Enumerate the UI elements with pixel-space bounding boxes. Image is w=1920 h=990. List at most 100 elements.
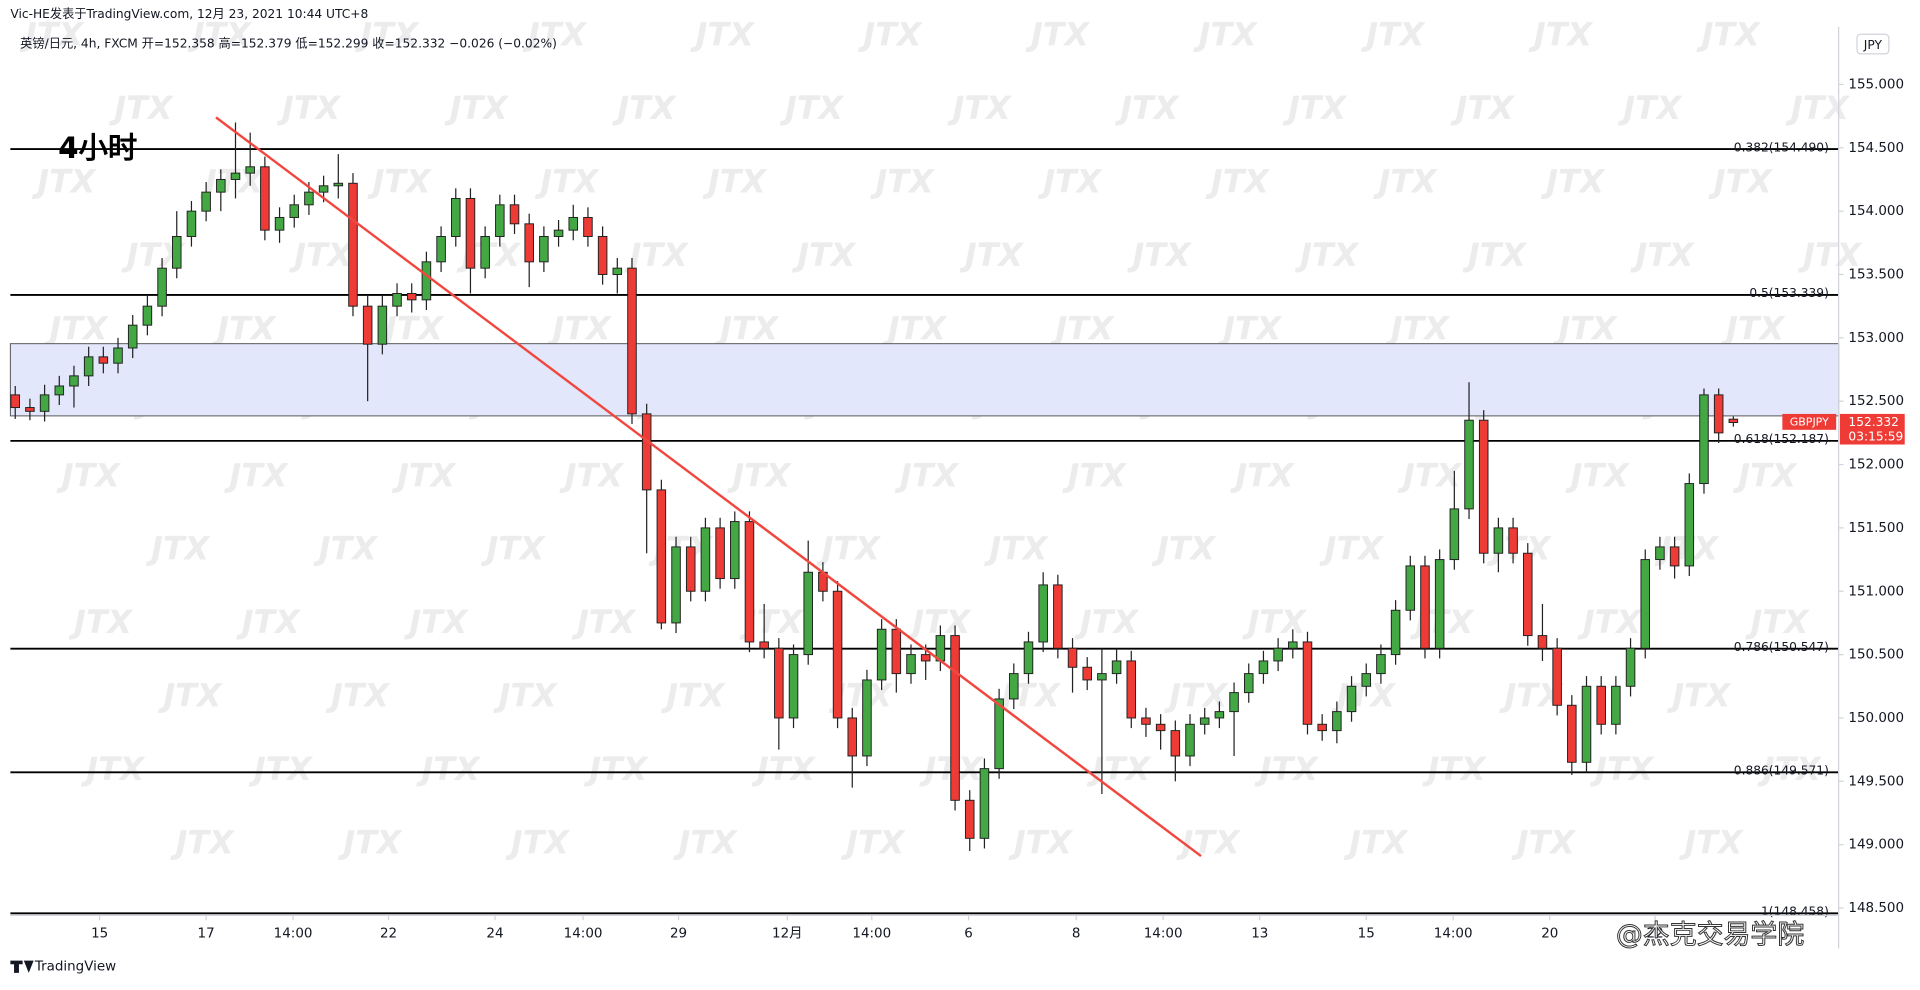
candle-body [759, 641, 769, 649]
candle-body [1317, 723, 1327, 732]
watermark: JTX [947, 89, 1013, 127]
watermark: JTX [223, 456, 289, 494]
candle-body [362, 305, 373, 345]
x-tick-label: 14:00 [1434, 927, 1473, 942]
candle-body [656, 489, 667, 624]
watermark: JTX [1589, 750, 1655, 788]
watermark: JTX [534, 163, 600, 201]
watermark: JTX [882, 309, 948, 347]
watermark: JTX [1025, 16, 1091, 54]
x-tick-label: 14:00 [564, 927, 603, 942]
watermark: JTX [1049, 309, 1115, 347]
y-tick-label: 148.500 [1848, 901, 1904, 916]
candle-body [392, 293, 402, 307]
watermark: JTX [840, 823, 906, 861]
candle-body [1111, 660, 1122, 675]
watermark: JTX [1450, 89, 1516, 127]
candle-body [1684, 483, 1695, 567]
candle-body [260, 166, 270, 231]
candle-body [216, 178, 226, 193]
x-tick-label: 20 [1541, 927, 1558, 942]
candle-body [39, 394, 50, 412]
watermark: JTX [894, 456, 960, 494]
candle-body [230, 172, 241, 180]
watermark: JTX [1086, 750, 1152, 788]
candle-body [54, 385, 65, 396]
currency[interactable]: JPY [1863, 38, 1883, 52]
watermark: JTX [1360, 16, 1426, 54]
watermark: JTX [157, 677, 223, 715]
candle-body [1126, 660, 1137, 719]
candle-body [1376, 654, 1386, 675]
candle-body [524, 223, 534, 263]
watermark: JTX [1229, 456, 1295, 494]
y-tick-label: 149.500 [1848, 774, 1904, 789]
watermark: JTX [714, 309, 780, 347]
x-tick-label: 12月 [772, 927, 803, 942]
candle-body [744, 521, 755, 643]
candle-body [201, 191, 211, 212]
watermark: JTX [1037, 163, 1103, 201]
candle-body [113, 347, 123, 364]
watermark: JTX [690, 16, 756, 54]
candle-body [1155, 723, 1166, 732]
watermark: JTX [1708, 163, 1774, 201]
candle-body [1699, 394, 1709, 485]
candle-body [83, 356, 94, 377]
watermark: JTX [68, 603, 134, 641]
fib-label: 1(148.458) [1761, 905, 1829, 919]
candle-body [1199, 717, 1210, 725]
watermark: JTX [1565, 456, 1631, 494]
watermark: JTX [444, 89, 510, 127]
candle-body [1243, 673, 1254, 694]
candle-body [1097, 673, 1107, 681]
candle-body [1420, 565, 1430, 649]
x-tick-label: 29 [670, 927, 687, 942]
y-tick-label: 152.000 [1848, 458, 1904, 473]
candle-body [1522, 552, 1533, 637]
candle-body [568, 216, 579, 231]
candle-body [964, 799, 975, 839]
candle-body [1390, 609, 1401, 656]
watermark: JTX [1385, 309, 1451, 347]
candle-body [1611, 685, 1621, 725]
candle-body [1258, 660, 1269, 675]
candle-body [1185, 723, 1195, 757]
candle-body [832, 590, 843, 719]
candle-body [318, 185, 329, 193]
candle-body [1493, 527, 1504, 554]
y-tick-label: 155.000 [1848, 77, 1904, 92]
candle-body [1655, 546, 1665, 561]
candle-body [25, 407, 35, 412]
watermark: JTX [1630, 236, 1696, 274]
watermark: JTX [1074, 603, 1140, 641]
candle-body [539, 235, 549, 263]
candle-body [98, 356, 109, 364]
watermark: JTX [583, 750, 649, 788]
candle-body [979, 768, 990, 839]
annotation: 4小时 [58, 131, 137, 165]
watermark: JTX [236, 603, 302, 641]
header-source: Vic-HE发表于TradingView.com, 12月 23, 2021 1… [10, 6, 368, 21]
candle-body [451, 197, 461, 237]
watermark: JTX [1462, 236, 1528, 274]
x-tick-label: 22 [380, 927, 397, 942]
candle-body [274, 216, 285, 231]
watermark: JTX [1373, 163, 1439, 201]
watermark: JTX [56, 456, 122, 494]
watermark: JTX [1175, 823, 1241, 861]
watermark: JTX [367, 163, 433, 201]
watermark: JTX [379, 309, 445, 347]
watermark: JTX [726, 456, 792, 494]
watermark: JTX [1696, 16, 1762, 54]
candle-body [1508, 527, 1518, 554]
watermark: JTX [546, 309, 612, 347]
last-price: 152.332 [1848, 415, 1899, 429]
candle-body [436, 235, 446, 263]
candle-body [774, 647, 784, 719]
candle-body [1288, 641, 1298, 649]
currency-button[interactable] [1856, 33, 1890, 55]
y-tick-label: 154.000 [1848, 204, 1904, 219]
candle-body [1332, 711, 1342, 732]
y-tick-label: 151.000 [1848, 584, 1904, 599]
